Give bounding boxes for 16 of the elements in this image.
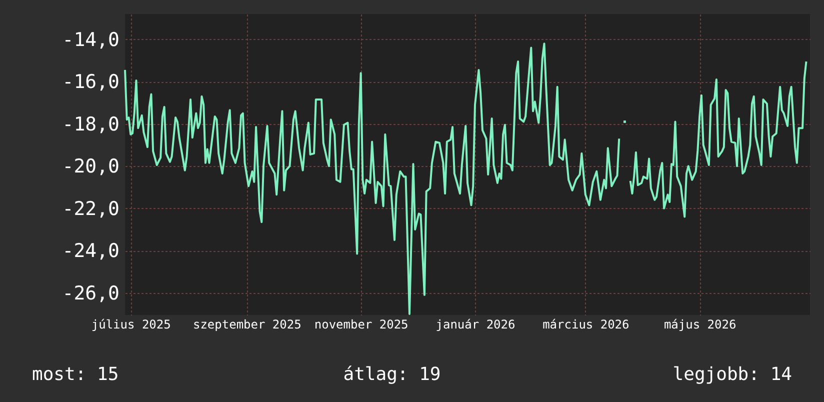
x-tick-label: november 2025: [314, 318, 408, 332]
x-tick-label: március 2026: [542, 318, 630, 332]
x-tick-label: január 2026: [436, 318, 516, 332]
x-tick-label: július 2025: [91, 318, 171, 332]
y-tick-label: -24,0: [62, 240, 120, 262]
y-tick-label: -20,0: [62, 156, 120, 178]
text: most: 15: [32, 364, 119, 385]
y-tick-label: -14,0: [62, 28, 120, 51]
y-tick-label: -16,0: [62, 71, 120, 94]
y-tick-label: -18,0: [62, 113, 120, 136]
x-tick-label: május 2026: [664, 318, 736, 332]
y-tick-label: -26,0: [62, 282, 120, 304]
text: átlag: 19: [343, 364, 441, 385]
y-tick-label: -22,0: [62, 198, 120, 220]
x-tick-label: szeptember 2025: [192, 318, 302, 332]
text: legjobb: 14: [672, 364, 792, 385]
